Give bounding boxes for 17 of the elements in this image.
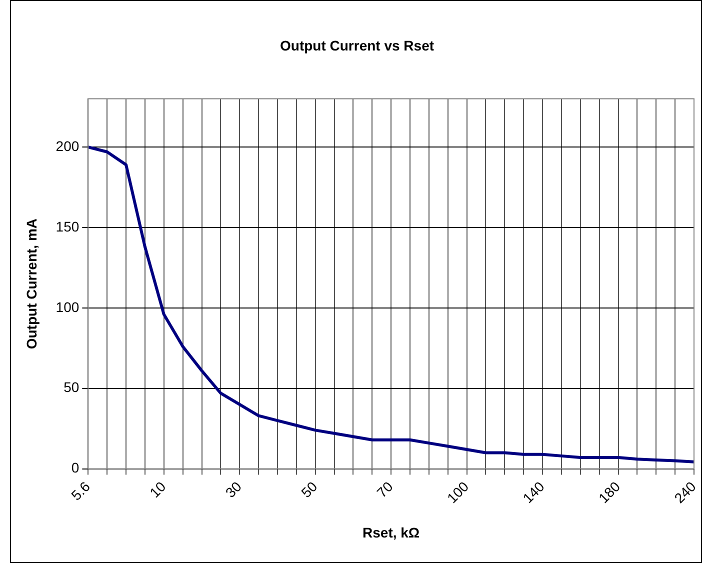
x-tick-label: 50 xyxy=(298,478,320,501)
x-tick-label: 10 xyxy=(146,478,169,501)
y-tick-label: 0 xyxy=(71,460,80,476)
y-tick-label: 150 xyxy=(56,218,80,234)
y-axis-title: Output Current, mA xyxy=(23,218,40,350)
x-tick-label: 140 xyxy=(520,478,548,506)
x-tick-label: 240 xyxy=(671,478,699,506)
y-tick-label: 50 xyxy=(64,379,80,396)
x-tick-label: 5.6 xyxy=(68,478,94,504)
y-tick-label: 100 xyxy=(56,298,80,315)
x-tick-label: 180 xyxy=(595,478,624,506)
x-tick-label: 100 xyxy=(444,478,472,506)
x-tick-label: 30 xyxy=(222,478,245,501)
y-tick-label: 200 xyxy=(56,138,80,154)
x-axis-title: Rset, kΩ xyxy=(362,524,420,540)
x-tick-label: 70 xyxy=(374,478,396,501)
chart-title: Output Current vs Rset xyxy=(280,37,434,54)
